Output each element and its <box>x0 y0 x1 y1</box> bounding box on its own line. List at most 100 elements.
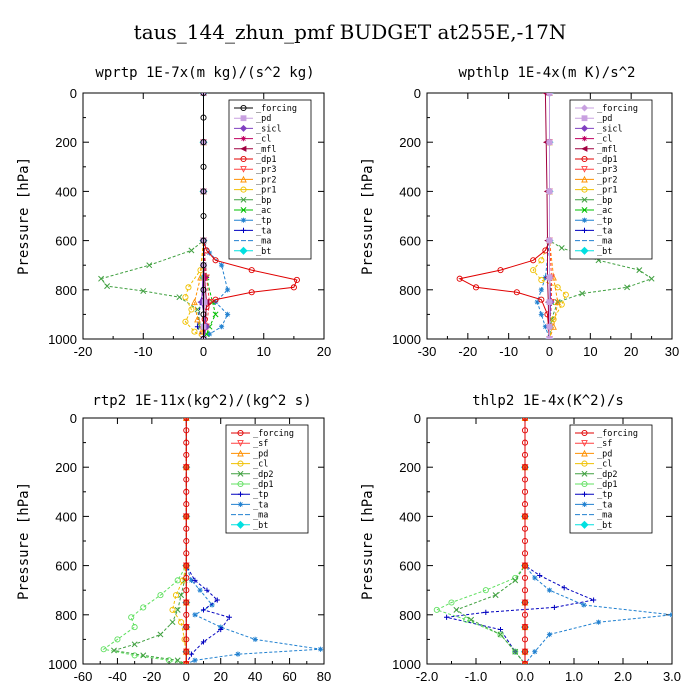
data-point-ta <box>235 651 241 657</box>
data-point-bp <box>624 284 631 291</box>
data-point-bp <box>579 290 586 297</box>
data-point-ta <box>192 657 198 663</box>
legend-marker <box>239 124 248 132</box>
legend-entry: _ta <box>253 500 268 510</box>
data-point-bp <box>98 275 105 282</box>
data-point-pr2 <box>198 328 206 335</box>
data-point-ta <box>209 602 215 608</box>
x-tick-label: 80 <box>317 669 331 684</box>
data-point-pr1 <box>188 306 195 313</box>
data-point-dp1 <box>497 267 504 274</box>
data-point-tp <box>214 597 220 603</box>
data-point-dp1 <box>114 636 121 643</box>
legend-marker <box>581 166 588 173</box>
legend-entry: _bp <box>597 196 612 206</box>
y-tick-label: 400 <box>55 184 77 199</box>
series-group <box>456 93 655 339</box>
data-point-forcing <box>200 114 207 121</box>
legend-marker <box>240 155 247 163</box>
legend-entry: _ta <box>597 500 612 510</box>
legend-marker <box>237 501 244 507</box>
series-group <box>433 418 672 664</box>
data-point-dp2 <box>157 631 164 638</box>
data-point-forcing <box>521 418 529 422</box>
data-point-forcing <box>183 537 190 545</box>
data-point-pr1 <box>182 318 189 325</box>
legend-marker <box>240 227 247 233</box>
data-point-forcing <box>183 624 190 631</box>
data-point-forcing <box>200 188 207 195</box>
x-tick-label: -20 <box>142 669 161 684</box>
data-point-forcing <box>200 286 207 293</box>
x-tick-label: 20 <box>624 344 638 359</box>
data-point-tp <box>204 587 210 593</box>
x-tick-label: 20 <box>317 344 331 359</box>
data-point-dp1 <box>512 648 519 655</box>
legend-entry: _pr1 <box>597 186 617 196</box>
y-tick-label: 200 <box>399 135 421 150</box>
legend-marker <box>237 491 244 497</box>
data-point-forcing <box>200 212 207 220</box>
legend-marker <box>581 186 588 193</box>
legend-marker <box>580 124 589 132</box>
legend-entry: _dp1 <box>597 155 617 165</box>
data-point-forcing <box>183 636 190 643</box>
y-tick-label: 800 <box>55 283 77 298</box>
data-point-forcing <box>545 237 554 245</box>
data-point-tp <box>444 614 450 620</box>
data-point-dp1 <box>140 604 147 611</box>
data-point-cl <box>181 636 188 643</box>
legend-entry: _ac <box>597 206 612 216</box>
data-point-dp2 <box>169 619 176 626</box>
series-line-dp2 <box>113 418 187 664</box>
legend-marker <box>237 470 244 477</box>
data-point-forcing <box>521 574 529 581</box>
data-point-forcing <box>521 427 529 434</box>
legend-marker <box>237 460 244 467</box>
data-point-forcing <box>521 599 529 606</box>
legend-marker <box>581 429 588 437</box>
x-tick-label: 0 <box>200 344 207 359</box>
series-line-tp <box>536 93 550 339</box>
data-point-forcing <box>545 323 554 331</box>
data-point-pr2 <box>191 298 198 306</box>
data-point-forcing <box>521 562 529 569</box>
data-point-forcing <box>183 427 190 434</box>
data-point-ta <box>581 602 587 608</box>
legend-entry: _pr3 <box>597 165 617 175</box>
data-point-tp <box>534 299 540 305</box>
legend-marker <box>237 480 244 488</box>
legend-entry: _pd <box>253 449 268 459</box>
legend-entry: _pr2 <box>256 175 276 185</box>
data-point-tp <box>200 607 207 613</box>
x-tick-label: -10 <box>134 344 153 359</box>
x-tick-label: 0.0 <box>516 669 534 684</box>
data-point-dp1 <box>212 296 219 303</box>
data-point-pd <box>201 299 208 305</box>
series-line-ac <box>203 93 217 339</box>
data-point-forcing <box>183 611 190 618</box>
legend-marker <box>240 166 247 173</box>
data-point-dp1 <box>290 284 297 291</box>
data-point-pr1 <box>562 291 569 298</box>
data-point-forcing <box>545 187 554 195</box>
data-point-pr1 <box>554 284 561 291</box>
legend-marker <box>236 520 245 529</box>
data-point-forcing <box>521 513 529 520</box>
panel-2: wpthlp 1E-4x(m K)/s^2 Pressure [hPa] -30 -2… <box>360 65 679 359</box>
data-point-pr1 <box>191 328 198 335</box>
data-point-forcing <box>183 439 190 446</box>
legend-entry: _dp2 <box>253 470 273 480</box>
data-point-forcing <box>545 335 554 339</box>
data-point-forcing <box>183 550 190 557</box>
data-point-cl <box>202 274 208 281</box>
legend-marker <box>581 460 588 467</box>
data-point-pr1 <box>185 284 192 291</box>
legend-marker <box>581 470 588 477</box>
data-point-ta <box>188 577 195 583</box>
data-point-ta <box>194 324 201 330</box>
legend-marker <box>581 440 588 447</box>
data-point-forcing <box>200 262 207 269</box>
data-point-dp2 <box>492 592 499 599</box>
